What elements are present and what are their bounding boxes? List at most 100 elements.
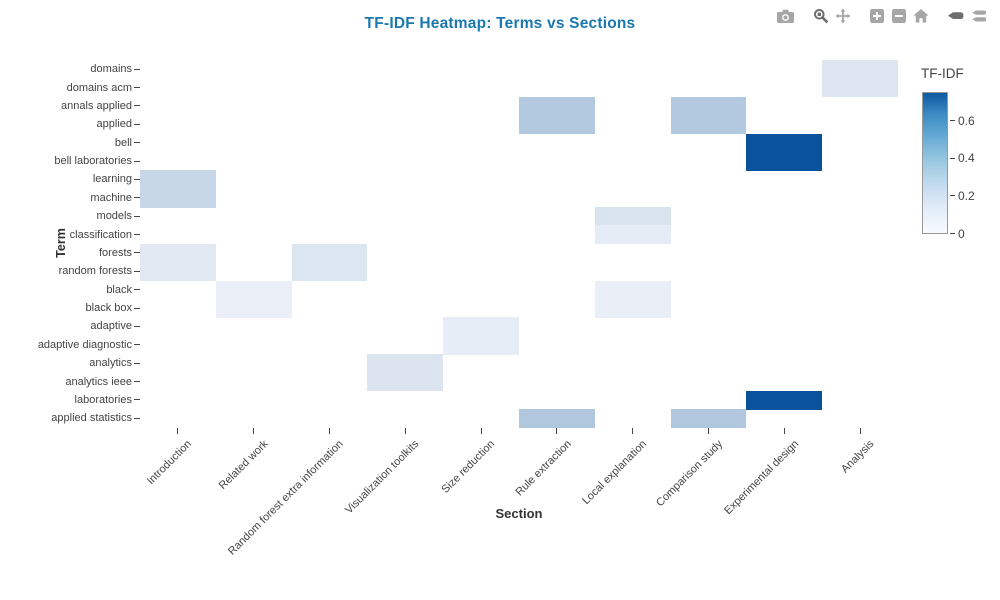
heatmap-cell[interactable] — [519, 96, 595, 116]
heatmap-cell[interactable] — [443, 317, 519, 337]
camera-icon[interactable] — [773, 6, 798, 26]
x-tick-label: Related work — [216, 438, 271, 492]
y-tick-mark — [134, 142, 140, 144]
y-tick-label: adaptive — [90, 320, 132, 333]
heatmap-cell[interactable] — [140, 188, 216, 208]
heatmap-cell[interactable] — [746, 390, 823, 410]
heatmap-cell[interactable] — [291, 262, 368, 281]
y-tick-mark — [134, 197, 140, 199]
y-tick-mark — [134, 417, 140, 419]
y-tick-label: domains — [90, 63, 132, 76]
heatmap-cell[interactable] — [670, 115, 747, 134]
hover-closest-icon[interactable] — [944, 6, 967, 26]
y-tick-mark — [134, 399, 140, 401]
zoom-out-icon[interactable] — [888, 6, 910, 26]
hover-compare-icon[interactable] — [967, 6, 990, 26]
y-tick-mark — [134, 178, 140, 180]
y-tick-label: random forests — [58, 265, 132, 278]
y-tick-label: models — [96, 210, 132, 223]
x-tick-label: Local explanation — [580, 438, 650, 508]
heatmap-cell[interactable] — [594, 225, 671, 245]
y-tick-mark — [134, 289, 140, 291]
colorbar-tick-label: 0.6 — [958, 113, 975, 128]
modebar — [773, 6, 990, 26]
chart-title: TF-IDF Heatmap: Terms vs Sections — [364, 15, 636, 32]
x-tick-mark — [404, 428, 406, 434]
heatmap-plot-area[interactable] — [140, 60, 898, 428]
modebar-group-gap — [798, 16, 810, 17]
y-tick-label: learning — [92, 173, 132, 186]
heatmap-cell[interactable] — [746, 151, 823, 171]
x-tick-mark — [556, 428, 558, 434]
colorbar-tick-label: 0 — [958, 226, 965, 241]
y-tick-mark — [134, 325, 140, 327]
x-tick-label: Introduction — [145, 438, 195, 488]
heatmap-cell[interactable] — [140, 170, 216, 190]
colorbar-tick-label: 0.2 — [958, 188, 975, 203]
zoom-icon[interactable] — [810, 6, 832, 26]
heatmap-cell[interactable] — [670, 96, 747, 116]
heatmap-cell[interactable] — [822, 60, 898, 79]
heatmap-cell[interactable] — [367, 354, 444, 373]
x-tick-mark — [177, 428, 179, 434]
y-tick-label: machine — [90, 191, 132, 204]
y-tick-label: bell laboratories — [54, 155, 132, 168]
y-tick-label: adaptive diagnostic — [37, 338, 132, 351]
x-tick-mark — [632, 428, 634, 434]
heatmap-cell[interactable] — [594, 280, 671, 300]
home-icon[interactable] — [910, 6, 932, 26]
colorbar-tick-mark — [950, 195, 955, 197]
y-tick-label: analytics ieee — [65, 375, 132, 388]
y-tick-label: black — [106, 283, 132, 296]
heatmap-cell[interactable] — [519, 409, 595, 428]
colorbar-tick-label: 0.4 — [958, 151, 975, 166]
y-tick-label: analytics — [89, 357, 132, 370]
pan-icon[interactable] — [832, 6, 854, 26]
x-tick-mark — [783, 428, 785, 434]
y-tick-label: laboratories — [74, 393, 132, 406]
y-tick-mark — [134, 234, 140, 236]
y-tick-label: forests — [98, 246, 132, 259]
y-tick-mark — [134, 123, 140, 125]
heatmap-cell[interactable] — [519, 115, 595, 134]
modebar-group-gap — [932, 16, 944, 17]
y-tick-mark — [134, 105, 140, 107]
heatmap-cell[interactable] — [291, 243, 368, 263]
y-tick-label: annals applied — [61, 99, 132, 112]
heatmap-cell[interactable] — [215, 298, 292, 318]
heatmap-cell[interactable] — [215, 280, 292, 300]
colorbar-tick-mark — [950, 120, 955, 122]
heatmap-cell[interactable] — [367, 372, 444, 392]
x-tick-label: Size reduction — [439, 438, 498, 496]
heatmap-cell[interactable] — [140, 243, 216, 263]
heatmap-cell[interactable] — [594, 207, 671, 226]
x-tick-label: Visualization toolkits — [343, 438, 422, 517]
colorbar — [922, 92, 948, 234]
x-tick-mark — [329, 428, 330, 434]
y-tick-mark — [134, 68, 140, 70]
heatmap-cell[interactable] — [670, 409, 747, 428]
y-tick-mark — [134, 215, 140, 217]
y-tick-label: black box — [85, 302, 132, 315]
heatmap-cell[interactable] — [746, 133, 823, 153]
y-tick-mark — [134, 381, 140, 383]
heatmap-cell[interactable] — [140, 262, 216, 281]
y-tick-mark — [134, 344, 140, 346]
heatmap-cell[interactable] — [822, 78, 898, 98]
y-tick-mark — [134, 307, 140, 309]
heatmap-cell[interactable] — [443, 335, 519, 355]
colorbar-tick-mark — [950, 233, 955, 234]
heatmap-cell[interactable] — [594, 298, 671, 318]
colorbar-title: TF-IDF — [921, 66, 964, 81]
y-tick-label: applied statistics — [51, 412, 132, 425]
x-tick-mark — [708, 428, 709, 434]
y-tick-mark — [134, 252, 140, 254]
y-tick-label: domains acm — [66, 81, 132, 94]
y-tick-label: applied — [96, 118, 132, 131]
x-axis-title: Section — [495, 506, 543, 521]
zoom-in-icon[interactable] — [866, 6, 888, 26]
y-tick-mark — [134, 87, 140, 89]
x-tick-mark — [480, 428, 482, 434]
x-tick-mark — [253, 428, 255, 434]
